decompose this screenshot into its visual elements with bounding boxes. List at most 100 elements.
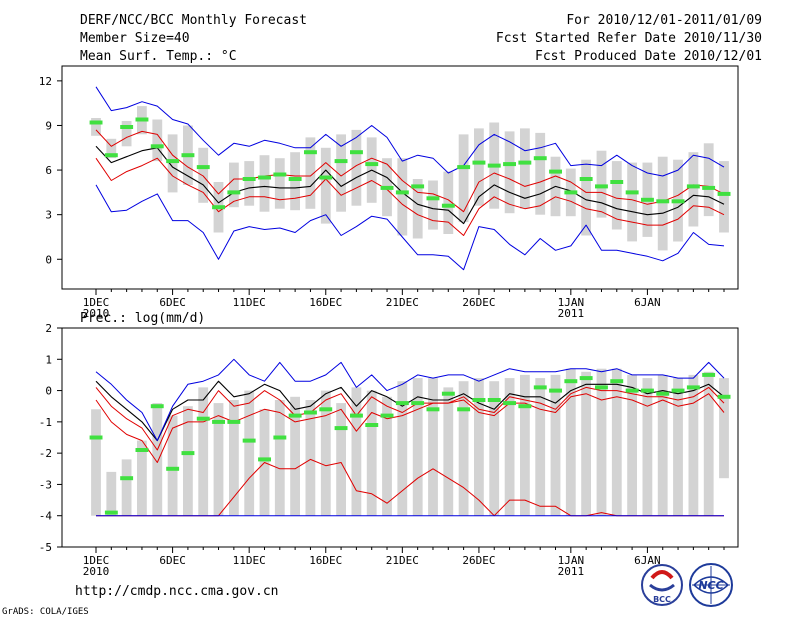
- temp-member-mark: [441, 203, 455, 208]
- temp-member-mark: [196, 165, 210, 170]
- temp-spread-box: [290, 152, 300, 211]
- figure-title: DERF/NCC/BCC Monthly Forecast: [80, 13, 307, 28]
- prec-spread-box: [504, 378, 515, 516]
- temp-member-mark: [365, 162, 379, 167]
- member-size: Member Size=40: [80, 31, 190, 46]
- temp-member-mark: [487, 163, 501, 168]
- temp-member-mark: [579, 177, 593, 181]
- temp-spread-box: [535, 132, 546, 215]
- prec-spread-box: [489, 381, 500, 516]
- temp-ytick-label: 6: [45, 164, 52, 177]
- temp-xtick-label: 21DEC: [386, 296, 419, 309]
- bcc-logo-swirl-red: [650, 570, 674, 580]
- prec-member-mark: [304, 410, 317, 415]
- prec-line-ensemble-mean: [95, 380, 725, 442]
- prec-spread-box: [213, 403, 224, 516]
- prec-member-mark: [166, 466, 180, 471]
- prec-member-mark: [702, 372, 716, 377]
- prec-member-mark: [595, 385, 608, 390]
- prec-spread-box: [596, 368, 607, 516]
- temp-member-mark: [135, 117, 149, 122]
- temp-spread-box: [688, 152, 699, 227]
- bcc-logo-swirl-blue: [649, 583, 675, 592]
- temp-member-mark: [104, 153, 118, 158]
- temp-member-mark: [671, 199, 685, 204]
- prec-spread-box: [412, 378, 423, 516]
- temp-spread-box: [121, 121, 132, 147]
- temp-line-lower-inner: [95, 157, 725, 236]
- source-url[interactable]: http://cmdp.ncc.cma.gov.cn: [75, 584, 279, 599]
- temp-member-mark: [717, 191, 731, 196]
- temp-member-mark: [395, 190, 409, 195]
- prec-spread-box: [520, 374, 530, 516]
- temp-member-mark: [411, 184, 425, 189]
- fcst-started-date: Fcst Started Refer Date 2010/11/30: [496, 31, 762, 46]
- temp-member-mark: [533, 156, 547, 161]
- temp-panel-title: Mean Surf. Temp.: °C: [80, 49, 237, 64]
- prec-xtick-label: 16DEC: [309, 554, 342, 567]
- ncc-logo-text: NCC: [698, 579, 723, 592]
- bcc-logo-ring: [641, 564, 683, 606]
- prec-spread-box: [320, 390, 331, 516]
- temp-spread-box: [581, 159, 591, 236]
- prec-member-mark: [610, 379, 624, 384]
- prec-spread-box: [351, 387, 362, 516]
- prec-member-mark: [472, 398, 486, 402]
- prec-spread-box: [274, 400, 285, 516]
- prec-xtick-label: 6DEC: [159, 554, 186, 567]
- prec-member-mark: [503, 401, 516, 406]
- prec-member-mark: [717, 394, 731, 399]
- precip-panel-title: Prec.: log(mm/d): [80, 311, 205, 326]
- bcc-logo: BCC: [641, 564, 683, 606]
- temp-spread-box: [274, 158, 285, 209]
- temp-member-mark: [656, 199, 670, 204]
- prec-ytick-label: -3: [39, 478, 52, 491]
- prec-spread-box: [91, 409, 101, 516]
- prec-member-mark: [411, 401, 425, 406]
- temp-spread-box: [627, 162, 637, 242]
- prec-spread-box: [397, 381, 408, 516]
- prec-member-mark: [641, 388, 654, 393]
- prec-spread-box: [458, 381, 469, 516]
- prec-line-lower-inner: [95, 393, 725, 463]
- temp-member-mark: [288, 177, 302, 181]
- prec-spread-box: [382, 396, 392, 516]
- temp-spread-box: [167, 134, 178, 193]
- prec-member-mark: [671, 388, 685, 393]
- prec-spread-box: [137, 440, 147, 516]
- temp-xtick-label: 26DEC: [462, 296, 495, 309]
- prec-spread-box: [443, 387, 454, 516]
- temp-member-mark: [120, 125, 134, 129]
- ncc-logo-grid: [692, 566, 730, 604]
- temp-member-mark: [227, 190, 241, 195]
- prec-spread-box: [550, 374, 561, 516]
- prec-spread-box: [336, 403, 346, 516]
- prec-line-upper-inner: [95, 386, 725, 451]
- temp-spread-box: [259, 155, 270, 212]
- temp-spread-box: [229, 162, 239, 208]
- temp-spread-box: [351, 129, 362, 206]
- temp-member-mark: [426, 196, 440, 201]
- temp-member-mark: [273, 172, 287, 177]
- temp-xtick-label: 6DEC: [159, 296, 186, 309]
- prec-member-mark: [196, 416, 210, 421]
- prec-ytick-label: -4: [39, 510, 53, 523]
- prec-spread-box: [305, 400, 316, 516]
- prec-member-mark: [380, 413, 394, 418]
- temp-ytick-label: 12: [39, 75, 52, 88]
- temp-member-mark: [641, 197, 654, 202]
- prec-xtick-label: 1DEC: [83, 554, 110, 567]
- prec-member-mark: [273, 435, 287, 440]
- temp-spread-box: [244, 161, 255, 206]
- prec-ytick-label: 1: [45, 353, 52, 366]
- temp-member-mark: [686, 184, 700, 189]
- temp-member-mark: [181, 153, 195, 158]
- prec-member-mark: [120, 476, 134, 481]
- prec-spread-box: [106, 471, 117, 516]
- temp-xtick-label: 1JAN: [558, 296, 585, 309]
- temp-xtick-year: 2010: [83, 307, 110, 320]
- temp-spread-box: [428, 180, 438, 230]
- temp-member-mark: [258, 175, 271, 180]
- temp-member-mark: [625, 190, 639, 195]
